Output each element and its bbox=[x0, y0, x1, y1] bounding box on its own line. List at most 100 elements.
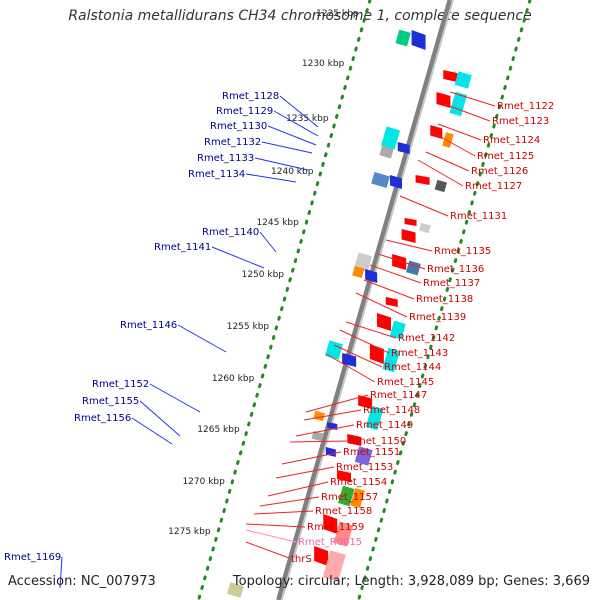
gene-block bbox=[322, 550, 346, 582]
reverse-gene-label: Rmet_1136 bbox=[427, 264, 484, 275]
reverse-gene-label: Rmet_1127 bbox=[465, 181, 522, 192]
gene-block bbox=[350, 487, 366, 509]
forward-leader-line bbox=[267, 125, 317, 146]
accession-label: Accession: NC_007973 bbox=[8, 574, 156, 589]
forward-leader-line bbox=[139, 400, 181, 437]
forward-gene-label: Rmet_1134 bbox=[188, 169, 245, 180]
gene-block bbox=[434, 179, 448, 193]
reverse-leader-line bbox=[305, 394, 369, 413]
reverse-leader-line bbox=[425, 151, 470, 172]
reverse-leader-line bbox=[303, 409, 362, 421]
gene-block bbox=[352, 265, 365, 279]
reverse-gene-label: Rmet_1143 bbox=[391, 348, 448, 359]
reverse-gene-label: Rmet_1137 bbox=[423, 278, 480, 289]
gene-arrow bbox=[327, 422, 338, 430]
topology-summary: Topology: circular; Length: 3,928,089 bp… bbox=[232, 574, 590, 589]
reverse-gene-label: Rmet_1131 bbox=[450, 211, 507, 222]
gene-arrow bbox=[397, 142, 410, 154]
reverse-leader-line bbox=[259, 496, 320, 507]
forward-leader-line bbox=[177, 324, 227, 353]
forward-gene-label: Rmet_1129 bbox=[216, 106, 273, 117]
forward-gene-label: Rmet_1152 bbox=[92, 379, 149, 390]
gene-block bbox=[406, 260, 421, 276]
forward-gene-label: Rmet_1169 bbox=[4, 552, 61, 563]
reverse-leader-line bbox=[281, 451, 342, 465]
gene-arrow bbox=[377, 313, 391, 331]
reverse-gene-label: Rmet_1149 bbox=[356, 420, 413, 431]
trna-gene-label: thrS bbox=[291, 554, 312, 565]
gene-arrow bbox=[323, 514, 338, 534]
gene-arrow bbox=[392, 254, 407, 270]
gene-block bbox=[313, 410, 326, 422]
reverse-leader-line bbox=[295, 424, 355, 437]
reverse-gene-label: Rmet_1151 bbox=[343, 447, 400, 458]
scale-dots bbox=[197, 0, 372, 600]
forward-leader-line bbox=[131, 417, 173, 445]
forward-leader-line bbox=[211, 246, 265, 269]
forward-gene-label: Rmet_1133 bbox=[197, 153, 254, 164]
scale-tick-label: 1250 kbp bbox=[242, 270, 285, 280]
scale-tick-label: 1270 kbp bbox=[182, 477, 225, 487]
forward-leader-line bbox=[279, 95, 319, 128]
reverse-leader-line bbox=[369, 264, 422, 284]
leader-lines bbox=[59, 91, 496, 589]
rna-gene-label: Rmet_R0015 bbox=[298, 537, 362, 548]
forward-leader-line bbox=[149, 383, 201, 413]
gene-arrow bbox=[390, 175, 402, 189]
reverse-leader-line bbox=[275, 466, 335, 479]
gene-arrow bbox=[342, 353, 357, 367]
reverse-leader-line bbox=[449, 91, 496, 107]
gene-arrow bbox=[443, 70, 458, 82]
reverse-leader-line bbox=[289, 440, 348, 443]
gene-block bbox=[395, 29, 411, 47]
gene-block bbox=[418, 222, 431, 234]
gene-arrow bbox=[358, 395, 373, 409]
gene-block bbox=[389, 320, 406, 340]
scale-tick-label: 1230 kbp bbox=[302, 59, 345, 69]
reverse-gene-label: Rmet_1159 bbox=[307, 522, 364, 533]
forward-leader-line bbox=[273, 110, 319, 137]
scale-tick-label: 1265 kbp bbox=[197, 425, 240, 435]
reverse-gene-label: Rmet_1144 bbox=[384, 362, 441, 373]
gene-block bbox=[449, 91, 468, 117]
backbone bbox=[276, 0, 454, 600]
reverse-leader-line bbox=[417, 159, 464, 187]
reverse-gene-label: Rmet_1139 bbox=[409, 312, 466, 323]
reverse-gene-label: Rmet_1158 bbox=[315, 506, 372, 517]
gene-arrow bbox=[365, 269, 378, 283]
reverse-gene-label: Rmet_1153 bbox=[336, 462, 393, 473]
map-title: Ralstonia metallidurans CH34 chromosome … bbox=[68, 8, 532, 24]
reverse-leader-line bbox=[377, 253, 426, 270]
reverse-leader-line bbox=[443, 103, 491, 122]
forward-gene-label: Rmet_1141 bbox=[154, 242, 211, 253]
reverse-leader-line bbox=[345, 321, 397, 339]
forward-gene-label: Rmet_1130 bbox=[210, 121, 267, 132]
forward-leader-line bbox=[254, 157, 309, 171]
reverse-gene-label: Rmet_1150 bbox=[349, 436, 406, 447]
forward-leader-line bbox=[59, 556, 63, 589]
scale-tick-label: 1240 kbp bbox=[271, 167, 314, 177]
forward-gene-label: Rmet_1132 bbox=[204, 137, 261, 148]
gene-block bbox=[227, 582, 244, 598]
scale-tick-label: 1260 kbp bbox=[212, 374, 255, 384]
reverse-gene-label: Rmet_1145 bbox=[377, 377, 434, 388]
reverse-leader-line bbox=[253, 510, 314, 515]
gene-arrow bbox=[404, 218, 417, 226]
forward-gene-label: Rmet_1128 bbox=[222, 91, 279, 102]
scale-tick-label: 1275 kbp bbox=[168, 527, 211, 537]
gene-arrow bbox=[337, 470, 351, 482]
gene-block bbox=[381, 126, 401, 150]
gene-block bbox=[365, 405, 384, 431]
gene-arrow bbox=[415, 175, 430, 185]
reverse-gene-label: Rmet_1147 bbox=[370, 390, 427, 401]
reverse-leader-line bbox=[363, 279, 415, 300]
gene-labels: Rmet_1128 Rmet_1129 Rmet_1130 Rmet_1132 Rmet… bbox=[4, 91, 554, 565]
reverse-leader-line bbox=[267, 481, 329, 497]
gene-arrow bbox=[436, 92, 451, 108]
gene-arrow bbox=[411, 30, 426, 50]
reverse-gene-label: Rmet_1138 bbox=[416, 294, 473, 305]
forward-leader-line bbox=[245, 173, 297, 183]
gene-block bbox=[371, 172, 390, 188]
